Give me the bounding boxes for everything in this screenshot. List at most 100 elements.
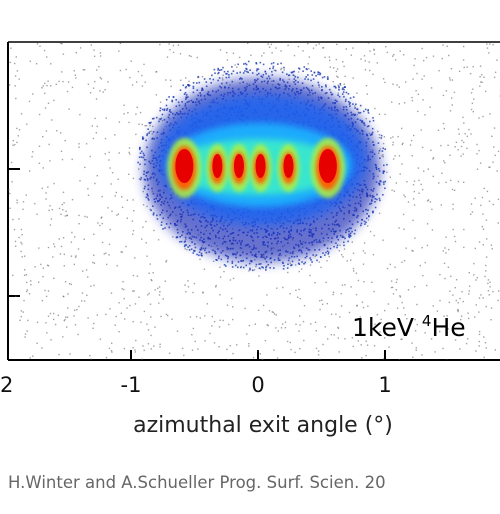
- noise-dot: [75, 255, 77, 257]
- halo-dot: [382, 181, 385, 183]
- halo-dot: [338, 86, 340, 89]
- halo-dot: [379, 199, 381, 202]
- noise-dot: [50, 339, 52, 341]
- halo-dot: [217, 79, 219, 82]
- noise-dot: [411, 155, 413, 157]
- noise-dot: [78, 143, 80, 145]
- halo-dot: [325, 92, 328, 94]
- halo-dot: [321, 86, 323, 88]
- noise-dot: [473, 274, 475, 276]
- halo-dot: [367, 125, 370, 127]
- noise-dot: [121, 196, 123, 198]
- noise-dot: [47, 186, 49, 188]
- halo-dot: [345, 98, 347, 101]
- noise-dot: [443, 127, 445, 130]
- noise-dot: [250, 54, 252, 56]
- noise-dot: [50, 63, 52, 65]
- noise-dot: [123, 288, 125, 291]
- noise-dot: [321, 303, 324, 305]
- halo-dot: [212, 78, 215, 81]
- noise-dot: [93, 254, 95, 256]
- halo-dot: [152, 213, 155, 216]
- noise-dot: [104, 153, 106, 155]
- noise-dot: [437, 129, 440, 131]
- noise-dot: [102, 91, 104, 93]
- noise-dot: [473, 262, 475, 265]
- halo-dot: [152, 131, 155, 133]
- halo-dot: [377, 142, 380, 144]
- noise-dot: [404, 314, 406, 316]
- noise-dot: [466, 147, 468, 149]
- noise-dot: [84, 166, 86, 169]
- noise-dot: [150, 130, 152, 132]
- noise-dot: [471, 211, 474, 213]
- halo-dot: [203, 78, 206, 80]
- noise-dot: [367, 305, 369, 307]
- noise-dot: [47, 290, 50, 292]
- noise-dot: [486, 190, 489, 193]
- halo-dot: [185, 244, 188, 246]
- noise-dot: [68, 283, 71, 285]
- halo-dot: [297, 81, 299, 83]
- noise-dot: [487, 279, 490, 281]
- noise-dot: [424, 114, 426, 116]
- halo-dot: [218, 71, 220, 74]
- halo-dot: [351, 230, 353, 233]
- noise-dot: [23, 274, 26, 276]
- noise-dot: [493, 127, 496, 129]
- halo-dot: [323, 76, 326, 78]
- halo-dot: [348, 233, 350, 236]
- noise-dot: [73, 263, 75, 266]
- noise-dot: [462, 153, 464, 155]
- noise-dot: [403, 260, 406, 262]
- noise-dot: [105, 313, 107, 316]
- noise-dot: [124, 318, 126, 320]
- halo-dot: [304, 261, 307, 264]
- halo-dot: [366, 125, 369, 128]
- halo-dot: [160, 224, 163, 226]
- noise-dot: [452, 228, 454, 231]
- noise-dot: [460, 318, 462, 321]
- halo-dot: [315, 75, 317, 77]
- noise-dot: [478, 117, 480, 119]
- noise-dot: [379, 331, 381, 333]
- noise-dot: [76, 309, 78, 311]
- halo-dot: [333, 245, 335, 248]
- noise-dot: [390, 137, 392, 139]
- noise-dot: [142, 190, 144, 193]
- noise-dot: [131, 84, 134, 86]
- noise-dot: [424, 332, 426, 334]
- halo-dot: [291, 260, 294, 263]
- noise-dot: [172, 51, 175, 54]
- noise-dot: [99, 76, 101, 79]
- noise-dot: [479, 85, 481, 87]
- halo-dot: [328, 88, 331, 91]
- noise-dot: [457, 128, 460, 130]
- noise-dot: [141, 358, 143, 360]
- noise-dot: [461, 139, 463, 142]
- noise-dot: [192, 291, 194, 294]
- halo-dot: [384, 187, 386, 190]
- noise-dot: [142, 204, 145, 206]
- noise-dot: [70, 283, 72, 286]
- noise-dot: [455, 299, 457, 302]
- noise-dot: [12, 218, 14, 221]
- noise-dot: [121, 206, 124, 209]
- noise-dot: [78, 223, 80, 225]
- noise-dot: [109, 228, 111, 231]
- halo-dot: [198, 81, 201, 84]
- halo-dot: [261, 266, 263, 268]
- noise-dot: [490, 319, 492, 321]
- noise-dot: [215, 286, 217, 288]
- noise-dot: [79, 47, 82, 49]
- halo-dot: [140, 156, 143, 158]
- noise-dot: [421, 146, 424, 149]
- noise-dot: [18, 236, 20, 239]
- noise-dot: [151, 133, 153, 135]
- noise-dot: [485, 264, 487, 267]
- noise-dot: [196, 56, 198, 59]
- halo-dot: [374, 206, 377, 209]
- noise-dot: [267, 324, 269, 327]
- noise-dot: [445, 236, 447, 238]
- noise-dot: [352, 252, 355, 254]
